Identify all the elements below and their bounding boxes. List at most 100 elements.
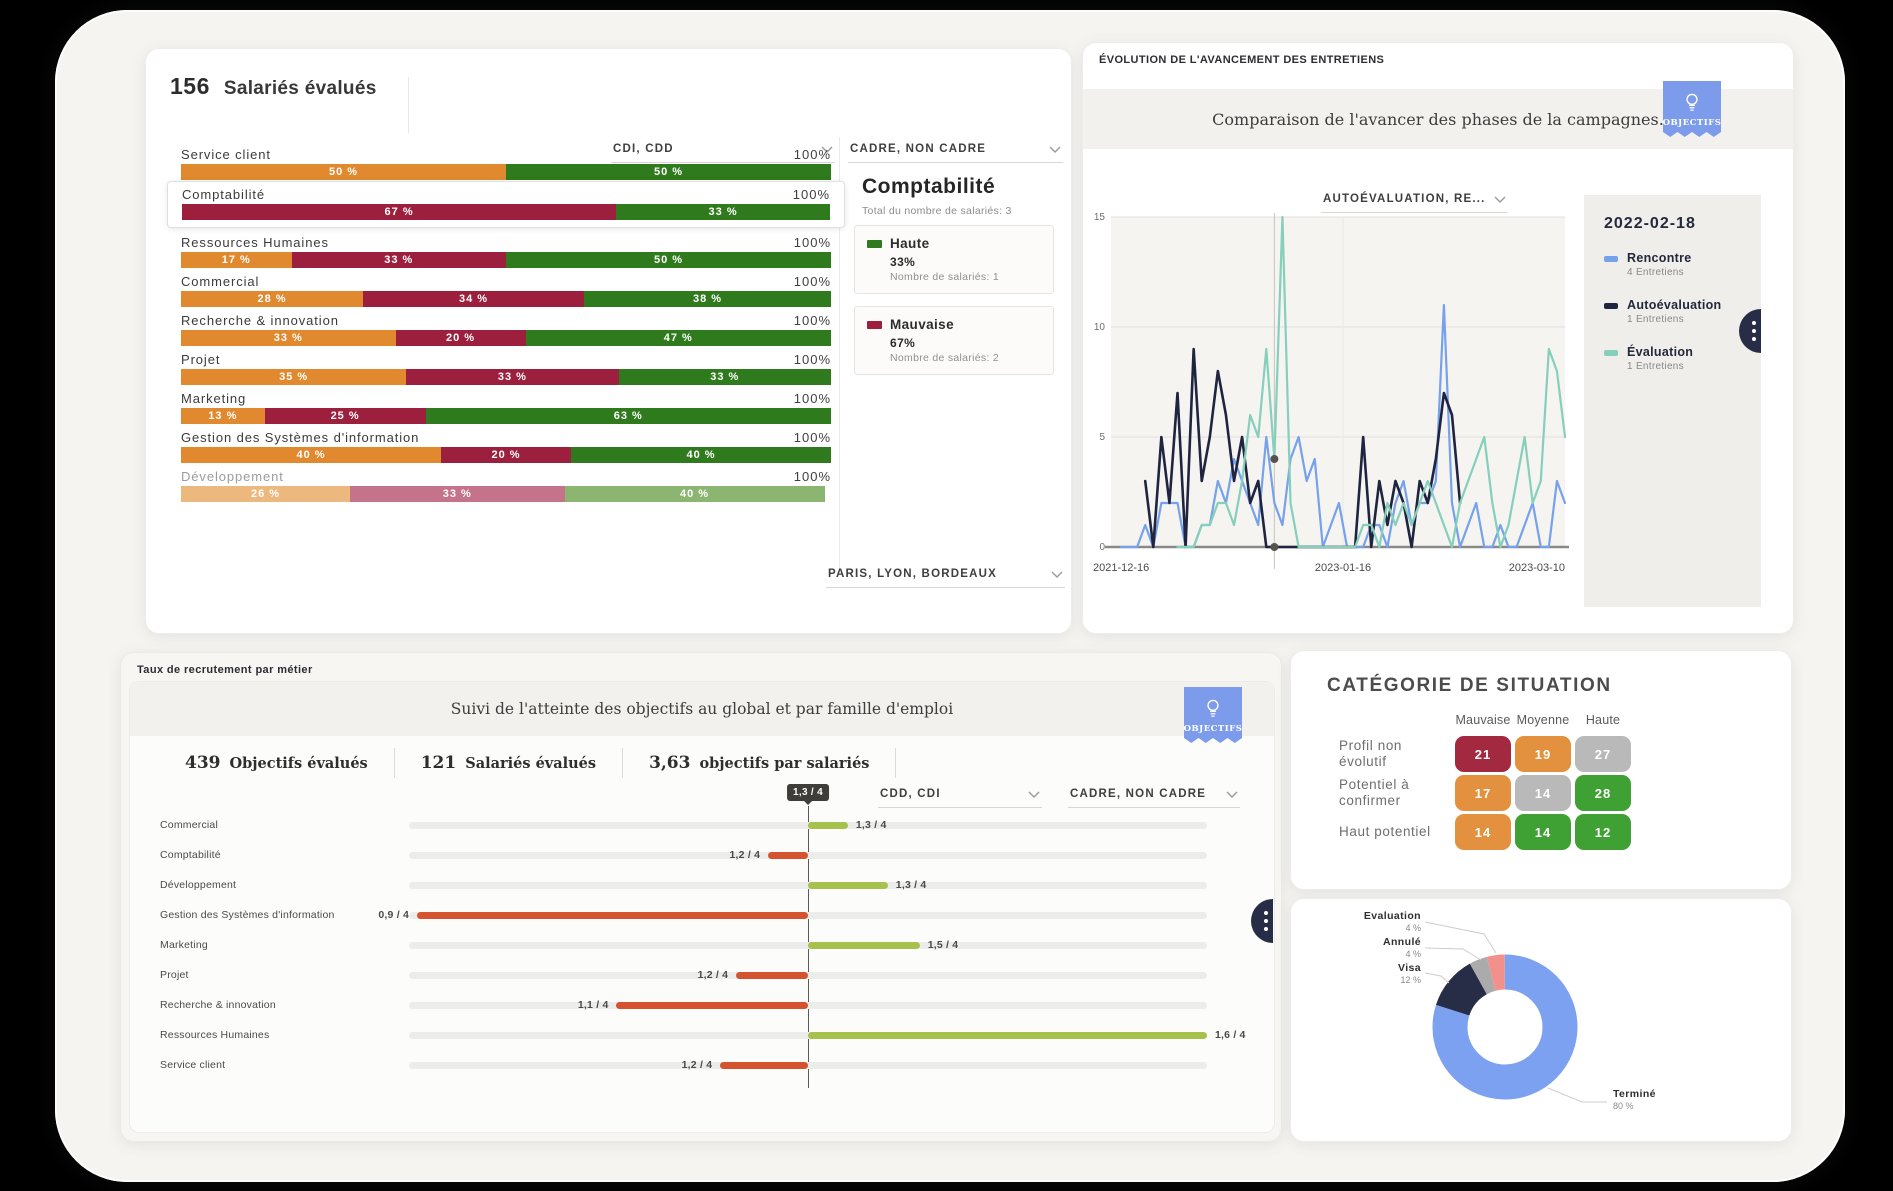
grade-filter-dropdown[interactable]: CADRE, NON CADRE: [1068, 784, 1240, 808]
bar-segment[interactable]: 47 %: [525, 330, 831, 346]
grade-filter-dropdown[interactable]: CADRE, NON CADRE: [848, 139, 1063, 163]
objective-bar[interactable]: [416, 912, 808, 919]
panel-evolution-entretiens: ÉVOLUTION DE L'AVANCEMENT DES ENTRETIENS…: [1082, 42, 1794, 634]
bar-segment[interactable]: 35 %: [181, 369, 407, 385]
category-swatch: [867, 320, 882, 329]
bar-segment[interactable]: 33 %: [618, 369, 831, 385]
bar-segment[interactable]: 34 %: [363, 291, 584, 307]
matrix-cell[interactable]: 12: [1575, 814, 1631, 850]
window-title: Taux de recrutement par métier: [137, 664, 313, 676]
bar-segment[interactable]: 33 %: [181, 330, 396, 346]
matrix-cell[interactable]: 21: [1455, 736, 1511, 772]
bar-row-label: Recherche & innovation: [181, 313, 339, 328]
bar-segment[interactable]: 33 %: [616, 204, 830, 220]
bar-segment[interactable]: 28 %: [181, 291, 363, 307]
line-chart: 15 10 5 0 2021-12-16 2023-01-16 2023-03-10: [1093, 212, 1569, 574]
category-name: Haute: [890, 236, 930, 251]
bar-segment[interactable]: 50 %: [181, 164, 506, 180]
objective-bar[interactable]: [808, 1032, 1207, 1039]
objective-bar-track[interactable]: 1,3 / 4: [409, 810, 1207, 840]
bar-segment[interactable]: 33 %: [406, 369, 619, 385]
badge-label: OBJECTIFS: [1183, 724, 1243, 734]
bar-row-label: Développement: [181, 469, 284, 484]
svg-text:10: 10: [1094, 322, 1106, 333]
panel-salaries-evalues: 156 Salariés évalués CDI, CDD CADRE, NON…: [145, 48, 1072, 634]
bar-row-label: Comptabilité: [182, 187, 266, 202]
stacked-bar[interactable]: 13 % 25 % 63 %: [181, 408, 831, 424]
bar-segment[interactable]: 13 %: [181, 408, 265, 424]
objective-row-label: Ressources Humaines: [160, 1029, 270, 1041]
objective-bar-track[interactable]: 0,9 / 4: [378, 900, 1207, 930]
bar-segment[interactable]: 67 %: [182, 204, 617, 220]
objectifs-badge[interactable]: OBJECTIFS: [1663, 81, 1721, 137]
objective-bar[interactable]: [808, 882, 888, 889]
objective-bar[interactable]: [768, 852, 808, 859]
bar-segment[interactable]: 40 %: [571, 447, 831, 463]
objective-bar-track[interactable]: 1,6 / 4: [409, 1020, 1245, 1050]
stacked-bar[interactable]: 50 % 50 %: [181, 164, 831, 180]
bar-segment[interactable]: 25 %: [264, 408, 426, 424]
objective-value-label: 1,2 / 4: [697, 969, 729, 981]
matrix-cell[interactable]: 14: [1515, 814, 1571, 850]
more-options-button[interactable]: [1739, 309, 1761, 353]
objective-row-label: Comptabilité: [160, 849, 221, 861]
stacked-bar[interactable]: 40 % 20 % 40 %: [181, 447, 831, 463]
stacked-bar[interactable]: 17 % 33 % 50 %: [181, 252, 831, 268]
objective-bar-track[interactable]: 1,3 / 4: [409, 870, 1207, 900]
contract-filter-dropdown[interactable]: CDD, CDI: [878, 784, 1042, 808]
bar-segment[interactable]: 20 %: [395, 330, 526, 346]
more-options-button[interactable]: [1251, 899, 1273, 943]
legend-item: Rencontre 4 Entretiens: [1604, 251, 1761, 278]
stacked-bar[interactable]: 33 % 20 % 47 %: [181, 330, 831, 346]
bar-row-total: 100%: [793, 313, 831, 328]
bar-segment[interactable]: 17 %: [181, 252, 292, 268]
objective-bar[interactable]: [736, 972, 808, 979]
panel-title: 156 Salariés évalués: [170, 73, 377, 100]
objective-value-label: 1,5 / 4: [927, 939, 959, 951]
bar-segment[interactable]: 38 %: [584, 291, 831, 307]
bar-segment[interactable]: 26 %: [181, 486, 350, 502]
objective-bar-track[interactable]: 1,5 / 4: [409, 930, 1207, 960]
matrix-cell[interactable]: 19: [1515, 736, 1571, 772]
bar-row-header: Projet 100%: [181, 352, 831, 367]
matrix-cell[interactable]: 17: [1455, 775, 1511, 811]
bar-segment[interactable]: 63 %: [425, 408, 831, 424]
objective-bar-row: Recherche & innovation 1,1 / 4: [160, 990, 1244, 1020]
objectifs-badge[interactable]: OBJECTIFS: [1184, 687, 1242, 743]
objective-bar-track[interactable]: 1,1 / 4: [409, 990, 1207, 1020]
badge-label: OBJECTIFS: [1662, 118, 1722, 128]
bar-segment[interactable]: 40 %: [564, 486, 825, 502]
bar-segment[interactable]: 50 %: [506, 164, 831, 180]
objective-bar-track[interactable]: 1,2 / 4: [409, 960, 1207, 990]
bar-segment[interactable]: 40 %: [181, 447, 441, 463]
chevron-down-icon: [1051, 571, 1063, 578]
phase-filter-dropdown[interactable]: AUTOÉVALUATION, RE...: [1321, 189, 1507, 213]
objective-bar[interactable]: [720, 1062, 808, 1069]
contract-filter-dropdown[interactable]: CDI, CDD: [611, 139, 835, 163]
matrix-cell[interactable]: 27: [1575, 736, 1631, 772]
stacked-bar[interactable]: 28 % 34 % 38 %: [181, 291, 831, 307]
lightbulb-icon: [1202, 696, 1224, 722]
objective-bar-track[interactable]: 1,2 / 4: [409, 840, 1207, 870]
bar-row-total: 100%: [793, 469, 831, 484]
bar-segment[interactable]: 33 %: [291, 252, 506, 268]
stacked-bar[interactable]: 67 % 33 %: [182, 204, 830, 220]
bar-segment[interactable]: 20 %: [441, 447, 571, 463]
objective-bar[interactable]: [808, 822, 848, 829]
bar-segment[interactable]: 33 %: [350, 486, 565, 502]
stacked-bar-row: Marketing 100% 13 % 25 % 63 %: [181, 391, 831, 424]
matrix-cell[interactable]: 14: [1515, 775, 1571, 811]
objective-value-label: 1,2 / 4: [729, 849, 761, 861]
stacked-bar[interactable]: 26 % 33 % 40 %: [181, 486, 831, 502]
stacked-bar[interactable]: 35 % 33 % 33 %: [181, 369, 831, 385]
objective-bar-track[interactable]: 1,2 / 4: [409, 1050, 1207, 1080]
objective-bar[interactable]: [616, 1002, 808, 1009]
objective-value-label: 0,9 / 4: [378, 909, 409, 921]
bar-segment[interactable]: 50 %: [506, 252, 831, 268]
matrix-cell[interactable]: 28: [1575, 775, 1631, 811]
cities-filter-dropdown[interactable]: PARIS, LYON, BORDEAUX: [826, 564, 1065, 588]
matrix-row-label: Haut potentiel: [1339, 824, 1431, 840]
objective-bar[interactable]: [808, 942, 920, 949]
matrix-cell[interactable]: 14: [1455, 814, 1511, 850]
